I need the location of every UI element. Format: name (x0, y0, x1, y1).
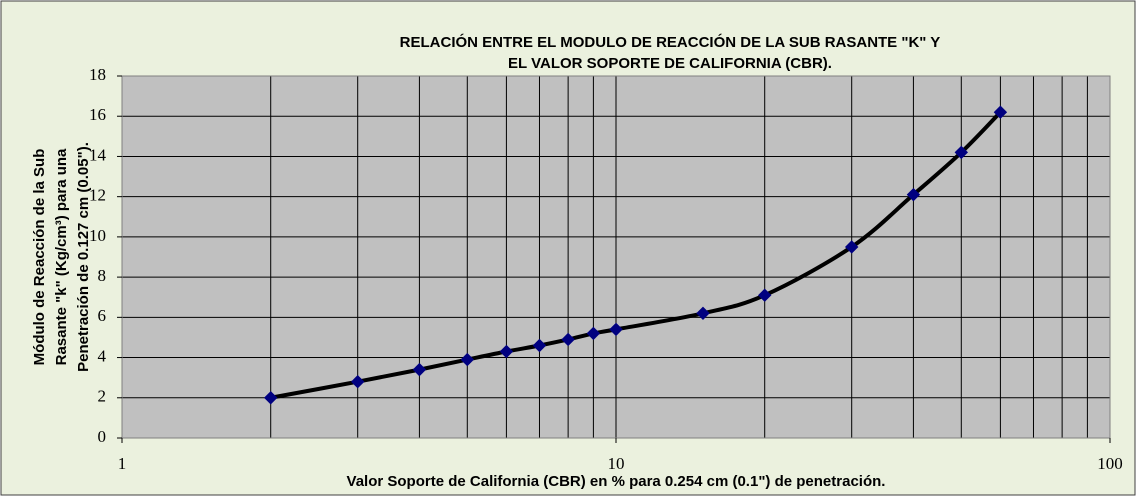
data-point (532, 338, 547, 353)
data-point (499, 344, 514, 359)
chart-title: EL VALOR SOPORTE DE CALIFORNIA (CBR). (508, 55, 832, 72)
data-point (609, 322, 623, 337)
y-axis-label: Módulo de Reacción de la Sub (31, 149, 48, 366)
data-point (906, 187, 921, 202)
y-axis-label: Penetración de 0.127 cm (0.05"). (75, 142, 92, 372)
data-point (412, 362, 427, 377)
data-point (264, 391, 278, 405)
y-tick-label: 18 (89, 65, 106, 84)
data-point (561, 332, 575, 347)
y-tick-label: 12 (89, 186, 106, 205)
data-point (460, 352, 474, 367)
x-tick-label: 100 (1097, 454, 1123, 473)
y-tick-label: 10 (89, 226, 106, 245)
data-point (954, 145, 968, 160)
x-tick-label: 10 (608, 454, 625, 473)
y-tick-label: 4 (98, 346, 107, 365)
y-tick-label: 6 (98, 306, 107, 325)
data-point (758, 288, 772, 302)
y-tick-label: 14 (89, 145, 107, 164)
data-point (844, 240, 859, 254)
y-tick-label: 0 (98, 427, 107, 446)
y-tick-label: 8 (98, 266, 107, 285)
y-tick-label: 2 (98, 387, 107, 406)
x-axis-label: Valor Soporte de California (CBR) en % p… (347, 473, 886, 490)
x-tick-label: 1 (118, 454, 127, 473)
chart-title: RELACIÓN ENTRE EL MODULO DE REACCIÓN DE … (400, 33, 941, 51)
y-tick-label: 16 (89, 105, 106, 124)
data-point (993, 105, 1008, 119)
data-point (586, 326, 601, 341)
data-point (350, 374, 365, 389)
y-axis-label: Rasante "k" (Kg/cm³) para una (53, 148, 70, 365)
data-point (696, 306, 710, 321)
